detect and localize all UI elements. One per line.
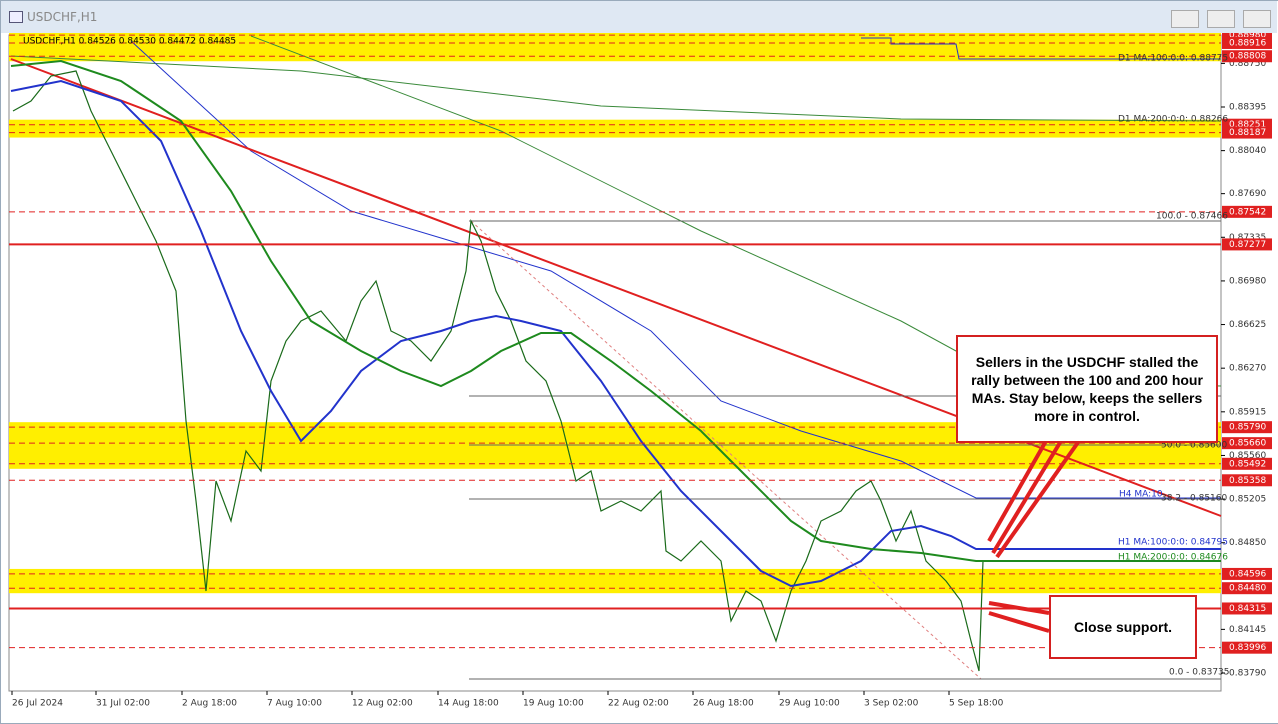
level-label: 0.85660 (1229, 439, 1266, 449)
price (12, 70, 984, 672)
level-tag (1222, 126, 1272, 139)
level-label: 0.88916 (1229, 38, 1266, 48)
time-label: 26 Aug 18:00 (693, 699, 754, 709)
zone (9, 568, 1221, 594)
price-label: 0.85915 (1229, 407, 1266, 417)
price-label: 0.86625 (1229, 320, 1266, 330)
price-label: 0.87690 (1229, 189, 1266, 199)
time-label: 2 Aug 18:00 (182, 699, 237, 709)
arrow (988, 611, 1050, 633)
level-label: 0.84596 (1229, 569, 1266, 579)
arrow (991, 439, 1063, 555)
level-label: 0.84480 (1229, 584, 1266, 594)
line-label: D1 MA:100:0:0: 0.88775 (1118, 54, 1228, 64)
time-label: 22 Aug 02:00 (608, 699, 669, 709)
line-label: 38.2 - 0.85160 (1161, 494, 1227, 504)
annotation: Sellers in the USDCHF stalled the rally … (956, 335, 1218, 443)
minimize-button[interactable] (1171, 10, 1199, 28)
zone (9, 119, 1221, 138)
title-bar: USDCHF,H1 (1, 1, 1277, 33)
level-tag (1222, 567, 1272, 580)
level-label: 0.85790 (1229, 423, 1266, 433)
price-label: 0.88750 (1229, 59, 1266, 69)
level-label: 0.84315 (1229, 604, 1266, 614)
maximize-button[interactable] (1207, 10, 1235, 28)
level-label: 0.85492 (1229, 459, 1266, 469)
level-tag (1222, 437, 1272, 450)
level-label: 0.88808 (1229, 52, 1266, 62)
level-tag (1222, 582, 1272, 595)
level-label: 0.87277 (1229, 240, 1266, 250)
level-label: 0.87542 (1229, 207, 1266, 217)
time-label: 26 Jul 2024 (12, 699, 63, 709)
price-label: 0.86270 (1229, 364, 1266, 374)
price-label: 0.83790 (1229, 669, 1266, 679)
level-tag (1222, 641, 1272, 654)
price-label: 0.85560 (1229, 451, 1266, 461)
level-label: 0.88980 (1229, 33, 1266, 41)
time-label: 12 Aug 02:00 (352, 699, 413, 709)
level-tag (1222, 602, 1272, 615)
level-tag (1222, 474, 1272, 487)
level-tag (1222, 238, 1272, 251)
price-label: 0.85205 (1229, 495, 1266, 505)
level-label: 0.83996 (1229, 643, 1266, 653)
line-label: H4 MA:10 (1119, 490, 1163, 500)
h4-ma-100 (130, 40, 1221, 499)
level-label: 0.85358 (1229, 476, 1266, 486)
level-tag (1222, 205, 1272, 218)
level-tag (1222, 457, 1272, 470)
chart-header: USDCHF,H1 0.84526 0.84530 0.84472 0.8448… (23, 37, 236, 47)
h1-ma-100 (10, 79, 1221, 588)
time-label: 7 Aug 10:00 (267, 699, 322, 709)
annotation: Close support. (1049, 595, 1197, 659)
level-tag (1222, 36, 1272, 49)
level-label: 0.88187 (1229, 128, 1266, 138)
price-label: 0.88040 (1229, 146, 1266, 156)
window-title: USDCHF,H1 (27, 10, 98, 24)
level-tag (1222, 50, 1272, 63)
window-icon (9, 11, 23, 23)
price-label: 0.84145 (1229, 625, 1266, 635)
time-label: 31 Jul 02:00 (96, 699, 150, 709)
line-label: 100.0 - 0.87466 (1156, 212, 1228, 222)
line-label: D1 MA:200:0:0: 0.88266 (1118, 115, 1228, 125)
level-tag (1222, 421, 1272, 434)
d1-ma-200 (10, 55, 1222, 122)
price-label: 0.87335 (1229, 233, 1266, 243)
fib-diagonal (470, 220, 982, 680)
line-label: 50.0 - 0.85600 (1161, 441, 1227, 451)
time-label: 19 Aug 10:00 (523, 699, 584, 709)
arrow (987, 440, 1048, 542)
price-label: 0.88395 (1229, 102, 1266, 112)
line-label: 0.0 - 0.83735 (1169, 668, 1230, 678)
d1-ma-100 (861, 37, 1221, 60)
time-label: 14 Aug 18:00 (438, 699, 499, 709)
time-label: 5 Sep 18:00 (949, 699, 1004, 709)
level-label: 0.88251 (1229, 120, 1266, 130)
h1-ma-200 (10, 59, 1221, 562)
time-label: 3 Sep 02:00 (864, 699, 919, 709)
close-button[interactable] (1243, 10, 1271, 28)
price-label: 0.84850 (1229, 538, 1266, 548)
arrows (987, 439, 1081, 633)
time-label: 29 Aug 10:00 (779, 699, 840, 709)
price-label: 0.86980 (1229, 276, 1266, 286)
line-label: H1 MA:100:0:0: 0.84795 (1118, 538, 1228, 548)
line-label: H1 MA:200:0:0: 0.84676 (1118, 553, 1228, 563)
arrow (995, 439, 1081, 559)
arrow (988, 601, 1050, 615)
